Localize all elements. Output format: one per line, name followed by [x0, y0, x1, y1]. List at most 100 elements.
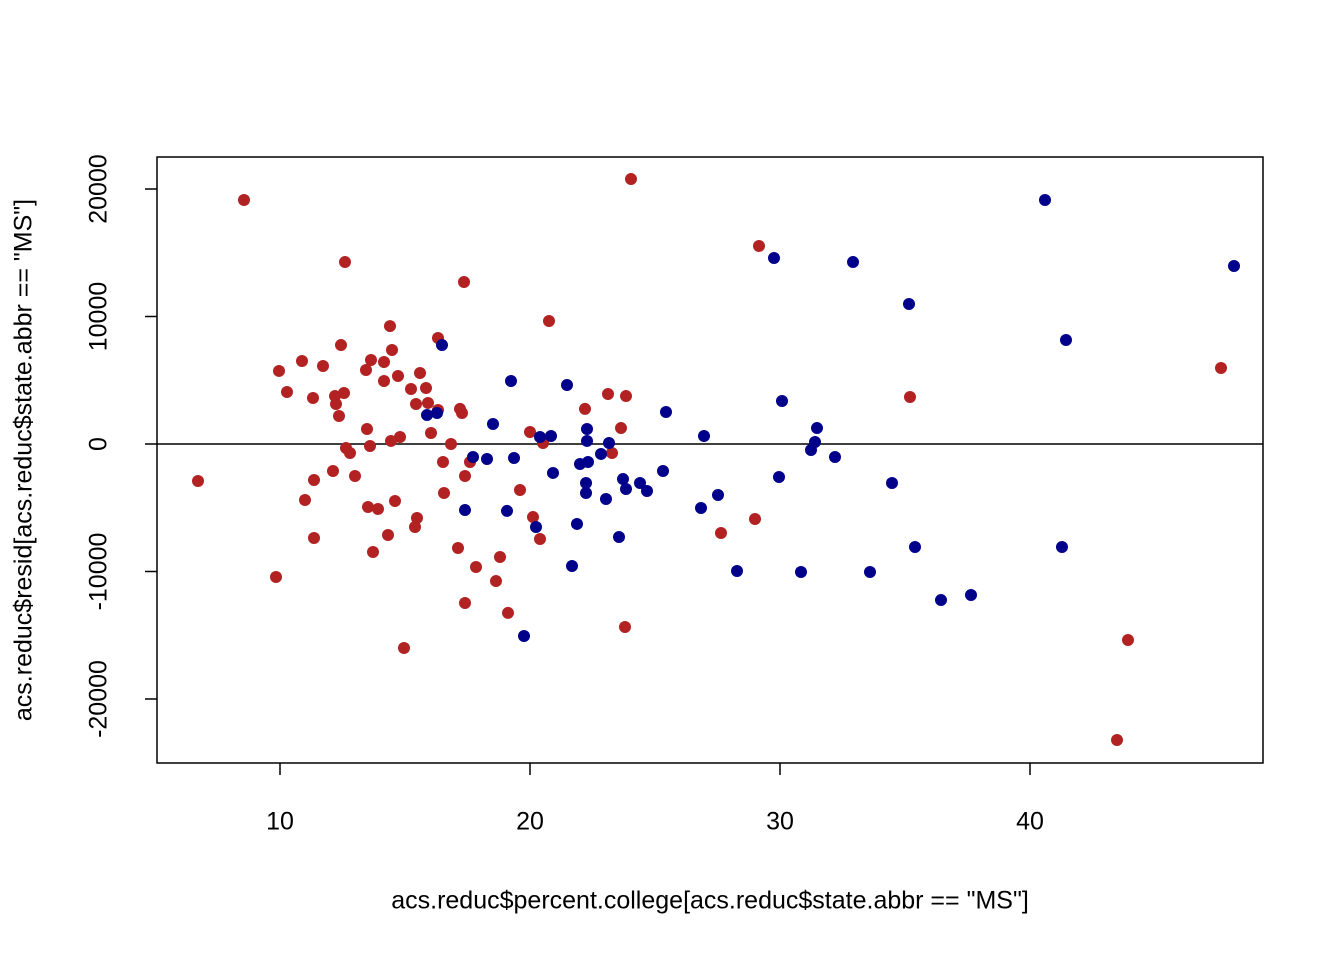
point: [615, 422, 627, 435]
point: [634, 477, 646, 490]
point: [1111, 734, 1123, 747]
point: [886, 477, 898, 490]
point: [864, 566, 876, 579]
point: [386, 344, 398, 357]
point: [776, 395, 788, 408]
point: [487, 417, 499, 430]
point: [361, 422, 373, 435]
point: [712, 488, 724, 501]
point: [965, 588, 977, 601]
point: [335, 339, 347, 352]
point: [566, 560, 578, 573]
point: [238, 193, 250, 206]
point: [458, 275, 470, 288]
point: [349, 470, 361, 483]
point: [467, 451, 479, 464]
point: [378, 356, 390, 369]
point: [581, 434, 593, 447]
point: [518, 630, 530, 643]
x-tick-label: 20: [516, 808, 544, 836]
y-tick-label: -20000: [85, 660, 113, 738]
point: [505, 375, 517, 388]
point: [579, 402, 591, 415]
point: [296, 354, 308, 367]
point: [459, 504, 471, 517]
point: [625, 173, 637, 186]
point: [903, 298, 915, 311]
plot-box: [156, 156, 1264, 764]
point: [360, 364, 372, 377]
point: [753, 239, 765, 252]
point: [530, 521, 542, 534]
point: [773, 471, 785, 484]
point: [502, 606, 514, 619]
point: [561, 378, 573, 391]
point: [389, 494, 401, 507]
point: [527, 511, 539, 524]
point: [437, 455, 449, 468]
point: [904, 390, 916, 403]
point: [452, 542, 464, 555]
point: [327, 465, 339, 478]
point: [660, 405, 672, 418]
point: [613, 530, 625, 543]
point: [768, 251, 780, 264]
point: [382, 529, 394, 542]
point: [338, 386, 350, 399]
y-tick-label: -10000: [85, 533, 113, 611]
point: [394, 430, 406, 443]
x-tick-label: 40: [1016, 808, 1044, 836]
point: [445, 437, 457, 450]
point: [580, 486, 592, 499]
point: [501, 504, 513, 517]
point: [330, 397, 342, 410]
point: [420, 382, 432, 395]
point: [438, 486, 450, 499]
point: [603, 436, 615, 449]
point: [749, 512, 761, 525]
point: [1060, 333, 1072, 346]
point: [606, 447, 618, 460]
point: [456, 407, 468, 420]
x-tick-label: 10: [266, 808, 294, 836]
point: [270, 570, 282, 583]
point: [398, 641, 410, 654]
point: [847, 256, 859, 269]
point: [571, 517, 583, 530]
point: [490, 575, 502, 588]
point: [367, 545, 379, 558]
point: [281, 385, 293, 398]
point: [307, 391, 319, 404]
point: [308, 473, 320, 486]
point: [410, 397, 422, 410]
point: [459, 470, 471, 483]
point: [617, 473, 629, 486]
point: [273, 364, 285, 377]
point: [299, 493, 311, 506]
point: [1122, 633, 1134, 646]
point: [459, 596, 471, 609]
point: [935, 594, 947, 607]
point: [534, 532, 546, 545]
point: [436, 339, 448, 352]
point: [362, 500, 374, 513]
point: [1228, 260, 1240, 273]
point: [339, 256, 351, 269]
point: [582, 455, 594, 468]
point: [695, 502, 707, 515]
point: [1056, 541, 1068, 554]
point: [431, 407, 443, 420]
point: [620, 483, 632, 496]
point: [425, 427, 437, 440]
point: [809, 435, 821, 448]
point: [409, 521, 421, 534]
point: [620, 390, 632, 403]
point: [470, 561, 482, 574]
y-axis-label: acs.reduc$resid[acs.reduc$state.abbr == …: [10, 199, 38, 721]
point: [385, 434, 397, 447]
point: [405, 383, 417, 396]
point: [795, 566, 807, 579]
x-axis-label: acs.reduc$percent.college[acs.reduc$stat…: [391, 887, 1029, 915]
point: [698, 429, 710, 442]
